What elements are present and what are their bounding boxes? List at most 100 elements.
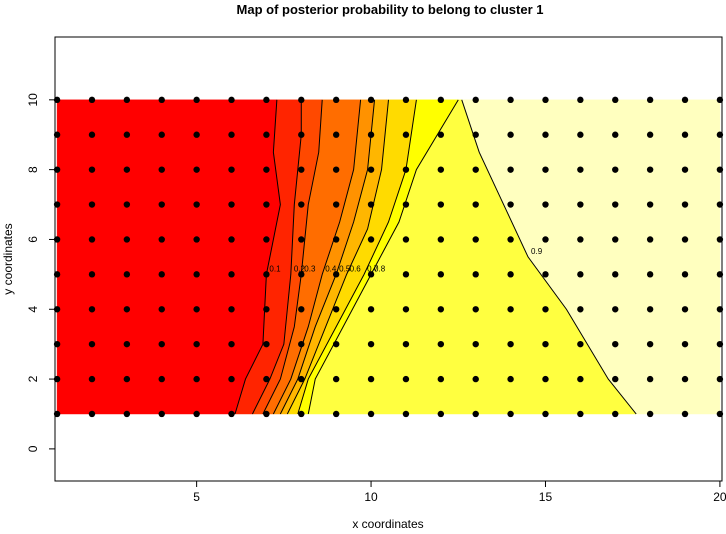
grid-point: [367, 306, 375, 313]
grid-point: [158, 340, 165, 348]
contour-label: 0.6: [350, 264, 362, 273]
contour-label: 0.1: [269, 264, 281, 273]
grid-point: [646, 236, 654, 243]
grid-point: [681, 96, 689, 104]
grid-point: [437, 201, 445, 208]
grid-point: [646, 96, 654, 104]
grid-point: [193, 96, 200, 104]
x-axis-label: x coordinates: [352, 517, 423, 531]
grid-point: [577, 306, 584, 313]
grid-point: [612, 96, 619, 104]
grid-point: [88, 271, 96, 278]
grid-point: [542, 410, 549, 418]
grid-point: [542, 201, 549, 208]
grid-point: [681, 201, 689, 208]
grid-point: [402, 96, 410, 104]
grid-point: [158, 375, 165, 383]
grid-point: [228, 96, 235, 104]
grid-point: [437, 306, 445, 313]
grid-point: [263, 271, 270, 278]
grid-point: [612, 166, 619, 173]
grid-point: [367, 340, 375, 348]
grid-point: [332, 96, 340, 104]
grid-point: [263, 340, 270, 348]
grid-point: [612, 306, 619, 313]
grid-point: [332, 340, 340, 348]
grid-point: [507, 271, 514, 278]
grid-point: [193, 201, 200, 208]
grid-point: [263, 410, 270, 418]
grid-point: [681, 306, 689, 313]
grid-point: [158, 410, 165, 418]
grid-point: [437, 131, 445, 138]
x-tick-label: 5: [193, 490, 200, 504]
grid-point: [646, 166, 654, 173]
grid-point: [263, 166, 270, 173]
grid-point: [681, 236, 689, 243]
grid-point: [88, 340, 96, 348]
grid-point: [298, 306, 305, 313]
grid-point: [507, 375, 514, 383]
contour-label: 0.7: [367, 264, 379, 273]
grid-point: [646, 375, 654, 383]
grid-point: [332, 306, 340, 313]
grid-point: [123, 340, 131, 348]
contour-label: 0.3: [304, 264, 316, 273]
grid-point: [193, 340, 200, 348]
grid-point: [577, 96, 584, 104]
grid-point: [332, 166, 340, 173]
grid-point: [332, 375, 340, 383]
x-tick-label: 15: [539, 490, 553, 504]
grid-point: [263, 201, 270, 208]
grid-point: [402, 166, 410, 173]
grid-point: [88, 375, 96, 383]
grid-point: [367, 166, 375, 173]
grid-point: [437, 410, 445, 418]
grid-point: [332, 236, 340, 243]
grid-point: [402, 201, 410, 208]
grid-point: [88, 201, 96, 208]
grid-point: [612, 131, 619, 138]
grid-point: [123, 131, 131, 138]
grid-point: [123, 375, 131, 383]
grid-point: [646, 201, 654, 208]
grid-point: [472, 375, 479, 383]
grid-point: [402, 410, 410, 418]
grid-point: [123, 201, 131, 208]
grid-point: [437, 271, 445, 278]
grid-point: [437, 166, 445, 173]
grid-point: [158, 96, 165, 104]
grid-point: [332, 271, 340, 278]
grid-point: [123, 410, 131, 418]
grid-point: [298, 201, 305, 208]
y-tick-label: 2: [26, 375, 40, 382]
grid-point: [577, 166, 584, 173]
x-tick-label: 20: [713, 490, 726, 504]
grid-point: [228, 166, 235, 173]
chart-title: Map of posterior probability to belong t…: [237, 2, 544, 17]
contour-label: 0.2: [294, 264, 306, 273]
grid-point: [228, 375, 235, 383]
grid-point: [228, 236, 235, 243]
grid-point: [123, 306, 131, 313]
contour-label: 0.8: [374, 264, 386, 273]
grid-point: [228, 340, 235, 348]
grid-point: [158, 271, 165, 278]
grid-point: [88, 306, 96, 313]
grid-point: [298, 271, 305, 278]
grid-point: [612, 340, 619, 348]
grid-point: [472, 271, 479, 278]
grid-point: [577, 410, 584, 418]
grid-point: [472, 306, 479, 313]
grid-point: [402, 306, 410, 313]
contour-label: 0.5: [339, 264, 351, 273]
grid-point: [437, 340, 445, 348]
grid-point: [123, 236, 131, 243]
grid-point: [298, 236, 305, 243]
grid-point: [577, 271, 584, 278]
grid-point: [88, 96, 96, 104]
grid-point: [332, 201, 340, 208]
grid-point: [158, 166, 165, 173]
grid-point: [228, 131, 235, 138]
